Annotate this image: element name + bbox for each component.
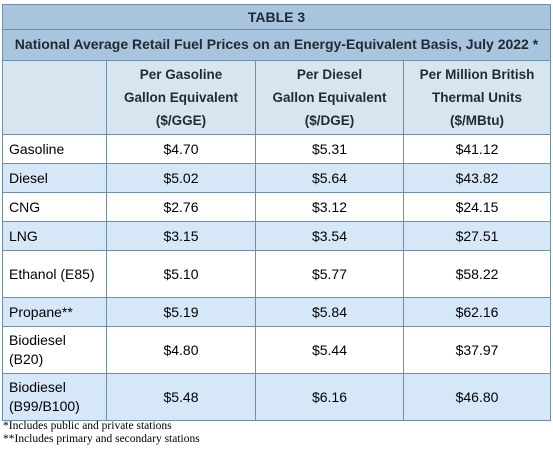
header-gge-line2: Gallon Equivalent	[123, 90, 239, 105]
header-dge-line3: ($/DGE)	[304, 113, 355, 128]
row-dge-value: $3.54	[255, 221, 404, 251]
footnote-primary-secondary: **Includes primary and secondary station…	[3, 433, 200, 445]
row-gge-value: $5.19	[106, 297, 256, 327]
row-gge-value: $5.48	[106, 373, 256, 421]
row-fuel-name: Biodiesel (B20)	[2, 326, 107, 374]
table-title: National Average Retail Fuel Prices on a…	[2, 29, 551, 61]
header-gge: Per Gasoline Gallon Equivalent ($/GGE)	[106, 60, 256, 135]
row-mbtu-value: $27.51	[403, 221, 551, 251]
row-dge-value: $5.77	[255, 250, 404, 298]
row-gge-value: $4.80	[106, 326, 256, 374]
row-gge-value: $5.10	[106, 250, 256, 298]
table-row: Ethanol (E85) $5.10 $5.77 $58.22	[2, 250, 551, 298]
row-mbtu-value: $41.12	[403, 134, 551, 164]
footnote-public-private: *Includes public and private stations	[3, 420, 172, 432]
row-dge-value: $5.64	[255, 163, 404, 193]
row-mbtu-value: $37.97	[403, 326, 551, 374]
table-label: TABLE 3	[2, 4, 551, 30]
row-gge-value: $3.15	[106, 221, 256, 251]
row-fuel-name: Propane**	[2, 297, 107, 327]
table-row: Gasoline $4.70 $5.31 $41.12	[2, 134, 551, 164]
table-row: CNG $2.76 $3.12 $24.15	[2, 192, 551, 222]
header-dge: Per Diesel Gallon Equivalent ($/DGE)	[255, 60, 404, 135]
table-row: Propane** $5.19 $5.84 $62.16	[2, 297, 551, 327]
row-dge-value: $3.12	[255, 192, 404, 222]
header-dge-line2: Gallon Equivalent	[272, 90, 387, 105]
table-row: Biodiesel (B20) $4.80 $5.44 $37.97	[2, 326, 551, 374]
row-fuel-name: LNG	[2, 221, 107, 251]
row-gge-value: $5.02	[106, 163, 256, 193]
header-gge-line3: ($/GGE)	[155, 113, 207, 128]
header-mbtu-line1: Per Million British	[419, 67, 535, 82]
footnotes: *Includes public and private stations **…	[3, 420, 200, 446]
row-dge-value: $5.84	[255, 297, 404, 327]
table-row: LNG $3.15 $3.54 $27.51	[2, 221, 551, 251]
row-fuel-name: Biodiesel (B99/B100)	[2, 373, 107, 421]
row-dge-value: $5.44	[255, 326, 404, 374]
row-fuel-name: Gasoline	[2, 134, 107, 164]
row-mbtu-value: $46.80	[403, 373, 551, 421]
header-mbtu-line3: ($/MBtu)	[450, 113, 504, 128]
table-row: Biodiesel (B99/B100) $5.48 $6.16 $46.80	[2, 373, 551, 421]
header-gge-line1: Per Gasoline	[139, 67, 223, 82]
row-dge-value: $6.16	[255, 373, 404, 421]
row-fuel-name: CNG	[2, 192, 107, 222]
table-row: Diesel $5.02 $5.64 $43.82	[2, 163, 551, 193]
row-mbtu-value: $43.82	[403, 163, 551, 193]
header-mbtu: Per Million British Thermal Units ($/MBt…	[403, 60, 551, 135]
row-dge-value: $5.31	[255, 134, 404, 164]
row-gge-value: $4.70	[106, 134, 256, 164]
fuel-price-table: TABLE 3 National Average Retail Fuel Pri…	[2, 4, 551, 421]
row-fuel-name: Diesel	[2, 163, 107, 193]
row-gge-value: $2.76	[106, 192, 256, 222]
header-fuel-blank	[2, 60, 107, 135]
row-mbtu-value: $24.15	[403, 192, 551, 222]
row-mbtu-value: $62.16	[403, 297, 551, 327]
header-dge-line1: Per Diesel	[296, 67, 363, 82]
fuel-price-table-container: TABLE 3 National Average Retail Fuel Pri…	[2, 4, 551, 421]
row-fuel-name: Ethanol (E85)	[2, 250, 107, 298]
header-mbtu-line2: Thermal Units	[431, 90, 523, 105]
row-mbtu-value: $58.22	[403, 250, 551, 298]
